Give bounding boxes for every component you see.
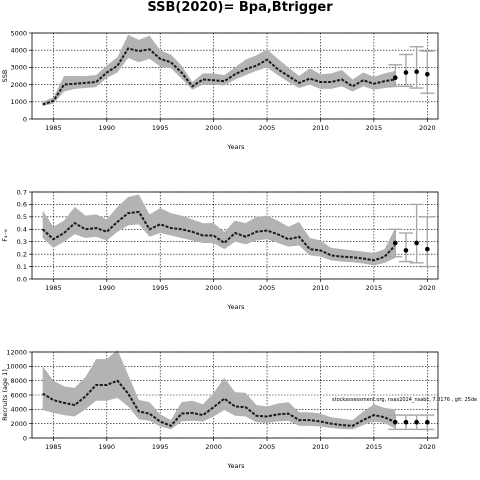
x-tick-label: 2005 [259,443,276,451]
x-tick-label: 2000 [205,284,222,292]
estimate-line [42,47,396,106]
panel-1: 1985 1990 1995 2000 2005 2010 2015 2020 0 1000 200… [1,29,439,151]
forecast-point [414,69,419,74]
y-tick-label: 4000 [10,406,27,414]
forecast-point [425,246,430,252]
x-tick-label: 2015 [366,124,383,132]
y-tick-label: 0.1 [17,263,27,271]
y-tick-label: 0 [23,115,27,123]
y-tick-label: 12000 [6,348,27,356]
x-tick-label: 2020 [419,124,436,132]
panel-2: 1985 1990 1995 2000 2005 2010 2015 2020 0.0 0.1 0.… [1,188,439,311]
x-tick-label: 1985 [45,443,62,451]
page-title: SSB(2020)= Bpa,Btrigger [147,0,333,15]
y-tick-label: 0.6 [17,201,27,209]
confidence-band [42,34,396,107]
forecast-point [392,419,398,425]
x-tick-label: 1995 [152,443,169,451]
x-tick-label: 2000 [205,124,222,132]
forecast-point [403,248,409,253]
x-tick-label: 1995 [152,124,169,132]
x-tick-label: 2005 [259,124,276,132]
y-tick-label: 0.4 [17,226,27,234]
forecast-point [414,240,419,246]
x-tick-label: 2010 [312,284,329,292]
x-tick-label: 2005 [259,284,276,292]
y-tick-label: 0.5 [17,213,27,221]
y-axis-label: Recruits (age 1) [1,369,9,421]
y-tick-label: 0.2 [17,250,27,258]
forecast-point [425,419,430,425]
plot-frame [31,191,439,280]
confidence-band [42,194,396,266]
y-tick-label: 0.3 [17,238,27,246]
forecast-point [425,71,430,77]
y-tick-label: 3000 [10,64,27,72]
panel-3: 1985 1990 1995 2000 2005 2010 2015 2020 0 2000 400… [1,348,477,470]
x-axis-label: Years [226,303,245,311]
x-tick-label: 2000 [205,443,222,451]
y-tick-label: 6000 [10,391,27,399]
x-tick-label: 2010 [312,443,329,451]
y-tick-label: 8000 [10,377,27,385]
plot-frame [31,32,439,120]
x-tick-label: 2010 [312,124,329,132]
estimate-line [42,210,396,262]
estimate-line [42,379,396,428]
x-tick-label: 1990 [99,284,116,292]
x-tick-label: 2015 [366,443,383,451]
forecast-point [392,240,398,246]
forecast-point [403,419,409,425]
y-tick-label: 0.0 [17,275,27,283]
forecast-point [392,75,398,81]
y-tick-label: 2000 [10,81,27,89]
confidence-band [42,349,396,430]
forecast-point [414,419,419,425]
y-tick-label: 1000 [10,98,27,106]
x-tick-label: 2020 [419,284,436,292]
x-tick-label: 1985 [45,284,62,292]
x-tick-label: 2015 [366,284,383,292]
x-axis-label: Years [226,462,245,470]
y-axis-label: F₄₋₈ [1,229,9,242]
forecast-point [403,70,409,75]
y-tick-label: 4000 [10,47,27,55]
y-axis-label: SSB [1,70,9,83]
x-tick-label: 1995 [152,284,169,292]
y-tick-label: 5000 [10,29,27,37]
y-tick-label: 10000 [6,363,27,371]
source-annotation: stockassessment.org, nsas2024_nsabc, 7.0… [332,397,477,403]
x-tick-label: 1990 [99,124,116,132]
y-tick-label: 0.7 [17,188,27,196]
x-tick-label: 1985 [45,124,62,132]
x-axis-label: Years [226,143,245,151]
x-tick-label: 2020 [419,443,436,451]
y-tick-label: 0 [23,434,27,442]
x-tick-label: 1990 [99,443,116,451]
y-tick-label: 2000 [10,420,27,428]
